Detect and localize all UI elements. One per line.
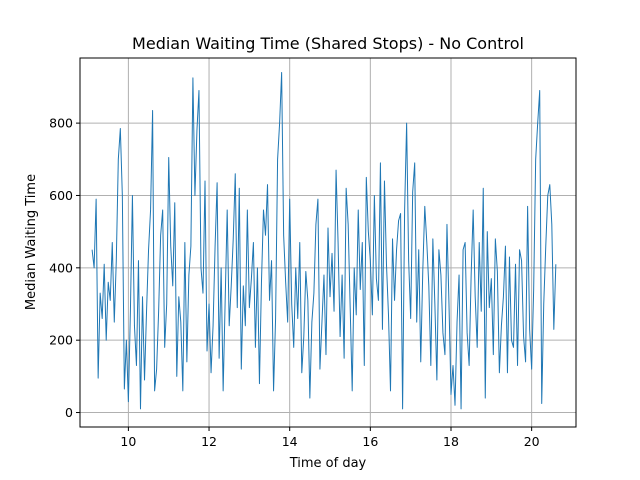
x-tick-label: 18 [443, 434, 459, 449]
y-axis: 0 200 400 600 800 [49, 116, 80, 420]
y-tick-label: 800 [49, 116, 73, 131]
plot-area [91, 71, 557, 410]
y-tick-label: 0 [65, 405, 73, 420]
chart-title: Median Waiting Time (Shared Stops) - No … [132, 34, 524, 53]
x-tick-label: 14 [282, 434, 298, 449]
x-tick-label: 20 [524, 434, 540, 449]
x-tick-label: 16 [362, 434, 378, 449]
x-axis-label: Time of day [289, 456, 367, 471]
x-tick-label: 10 [120, 434, 136, 449]
axes-frame [79, 57, 577, 428]
x-tick-label: 12 [201, 434, 217, 449]
series-line [91, 71, 557, 410]
y-tick-label: 600 [49, 188, 73, 203]
x-axis: 10 12 14 16 18 20 [120, 427, 540, 449]
y-tick-label: 200 [49, 333, 73, 348]
y-axis-label: Median Waiting Time [24, 174, 39, 310]
y-tick-label: 400 [49, 260, 73, 275]
grid [80, 58, 576, 427]
